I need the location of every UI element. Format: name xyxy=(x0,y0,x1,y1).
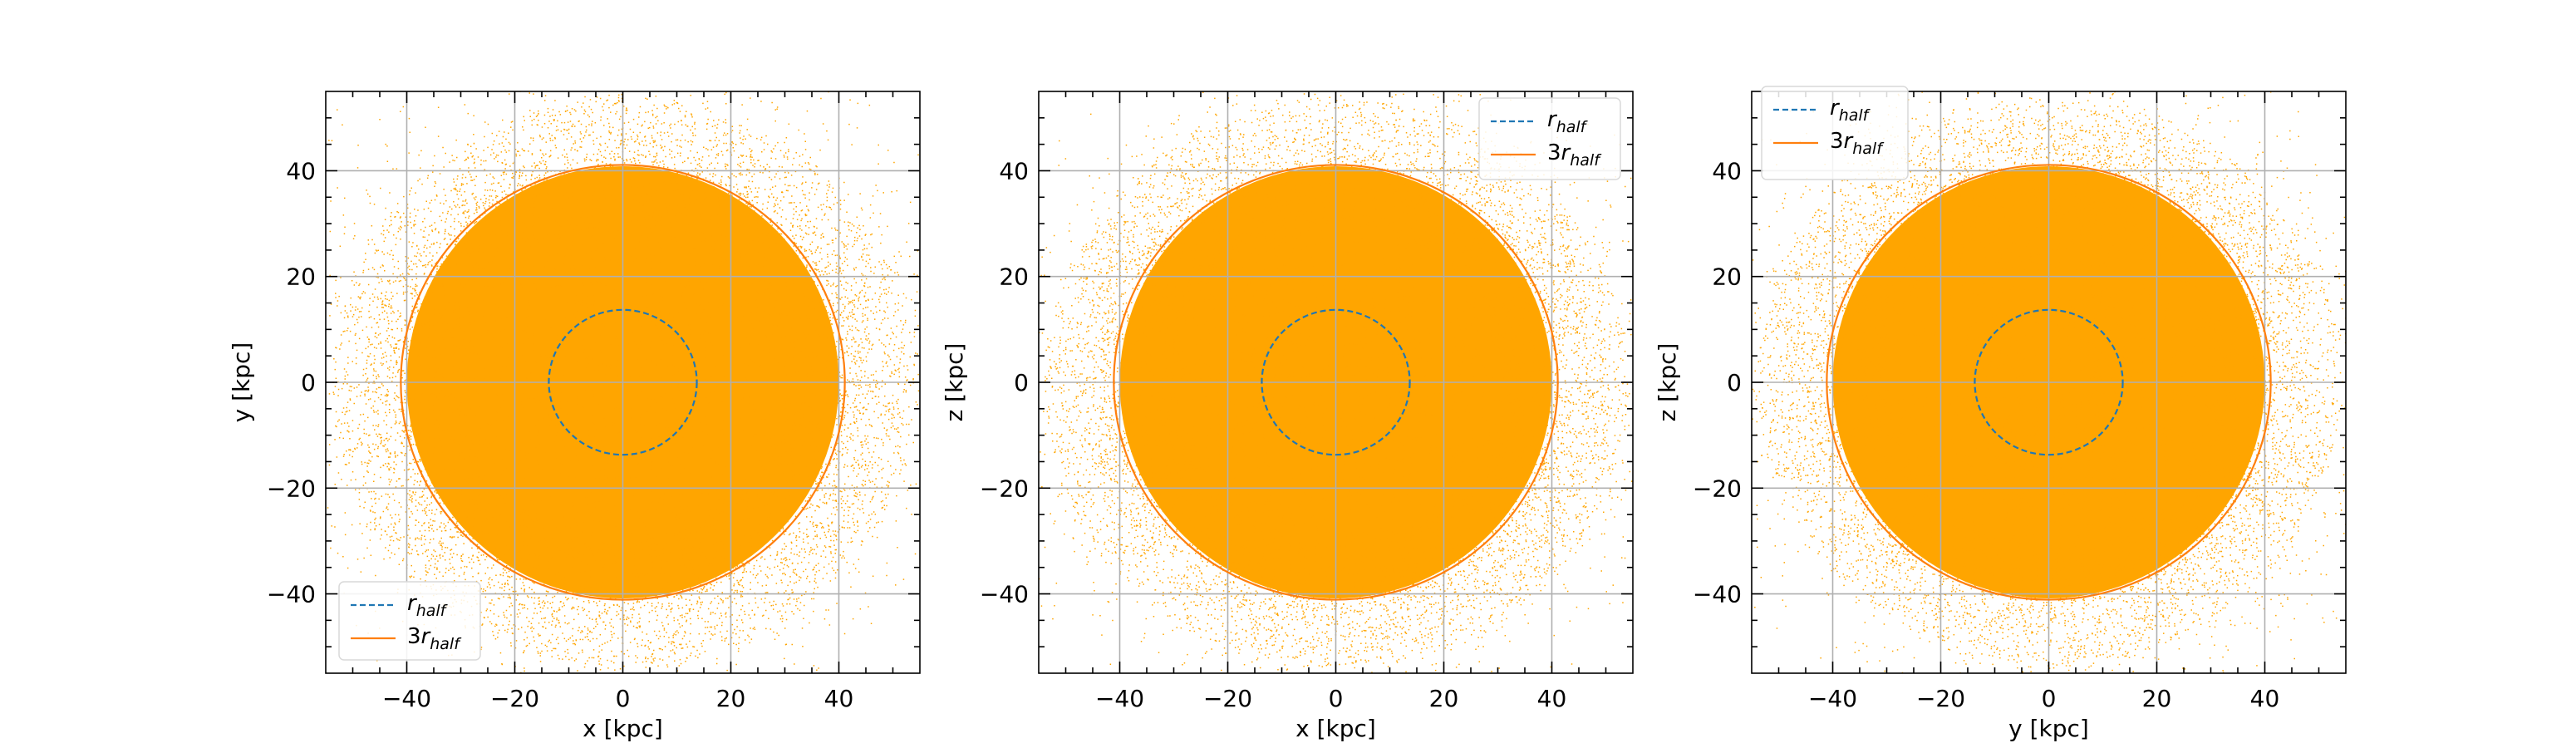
x-tick-label: −40 xyxy=(382,685,431,712)
legend: rhalf 3rhalf xyxy=(338,581,481,661)
legend-label: 3rhalf xyxy=(407,624,462,653)
legend-label: rhalf xyxy=(1830,96,1871,125)
legend: rhalf 3rhalf xyxy=(1478,97,1621,180)
y-tick-label: 0 xyxy=(1014,369,1029,396)
ticks xyxy=(1039,91,1633,673)
x-tick-label: 20 xyxy=(1429,685,1459,712)
subplot-3: −40 −40 −20 −20 0 0 20 20 40 40 y [kpc] z [kpc] rhal… xyxy=(1654,86,2347,742)
y-tick-label: 20 xyxy=(286,263,316,291)
y-axis-label: y [kpc] xyxy=(228,342,255,423)
circle-3r-half xyxy=(1826,164,2272,601)
scatter-particles xyxy=(326,91,920,673)
circle-3r-half xyxy=(1113,164,1559,601)
x-tick-label: 40 xyxy=(824,685,854,712)
y-tick-label: 40 xyxy=(286,157,316,185)
grid xyxy=(1039,91,1633,673)
x-tick-label: 0 xyxy=(616,685,631,712)
circle-r-half xyxy=(1261,308,1411,456)
y-tick-label: −20 xyxy=(980,475,1029,502)
y-tick-label: 40 xyxy=(999,157,1029,185)
y-tick-label: 40 xyxy=(1712,157,1742,185)
y-tick-label: 20 xyxy=(1712,263,1742,291)
ticks xyxy=(326,91,920,673)
x-tick-label: 20 xyxy=(2142,685,2172,712)
x-axis-label: x [kpc] xyxy=(1295,715,1376,742)
x-tick-label: −40 xyxy=(1095,685,1144,712)
y-tick-label: 20 xyxy=(999,263,1029,291)
x-axis-label: y [kpc] xyxy=(2008,715,2089,742)
y-tick-label: 0 xyxy=(1727,369,1742,396)
circle-3r-half xyxy=(400,164,846,601)
legend-label: rhalf xyxy=(1547,107,1589,136)
y-axis-label: z [kpc] xyxy=(941,343,968,422)
x-tick-label: 20 xyxy=(716,685,746,712)
x-tick-label: 0 xyxy=(1329,685,1344,712)
x-axis-label: x [kpc] xyxy=(583,715,663,742)
y-tick-label: −20 xyxy=(1693,475,1742,502)
y-tick-label: 0 xyxy=(301,369,316,396)
x-tick-label: −20 xyxy=(1203,685,1252,712)
subplot-2: −40 −40 −20 −20 0 0 20 20 40 40 x [kpc] z [kpc] rhal… xyxy=(941,91,1634,742)
legend-label: 3rhalf xyxy=(1830,129,1885,158)
x-tick-label: 40 xyxy=(2250,685,2280,712)
x-tick-label: −40 xyxy=(1808,685,1857,712)
y-tick-label: −40 xyxy=(267,581,316,608)
legend-label: 3rhalf xyxy=(1547,140,1602,170)
y-tick-label: −20 xyxy=(267,475,316,502)
grid xyxy=(1752,91,2346,673)
circle-r-half xyxy=(548,308,698,456)
subplot-1: −40 −40 −20 −20 0 0 20 20 40 40 x [kpc] y [kpc] rhal… xyxy=(228,91,921,742)
y-axis-label: z [kpc] xyxy=(1654,343,1681,422)
y-tick-label: −40 xyxy=(980,581,1029,608)
legend: rhalf 3rhalf xyxy=(1761,86,1909,180)
x-tick-label: 0 xyxy=(2042,685,2057,712)
circle-r-half xyxy=(1974,308,2124,456)
x-tick-label: 40 xyxy=(1537,685,1567,712)
ticks xyxy=(1752,91,2346,673)
y-tick-label: −40 xyxy=(1693,581,1742,608)
legend-label: rhalf xyxy=(407,591,449,620)
x-tick-label: −20 xyxy=(490,685,539,712)
grid xyxy=(326,91,920,673)
x-tick-label: −20 xyxy=(1916,685,1965,712)
